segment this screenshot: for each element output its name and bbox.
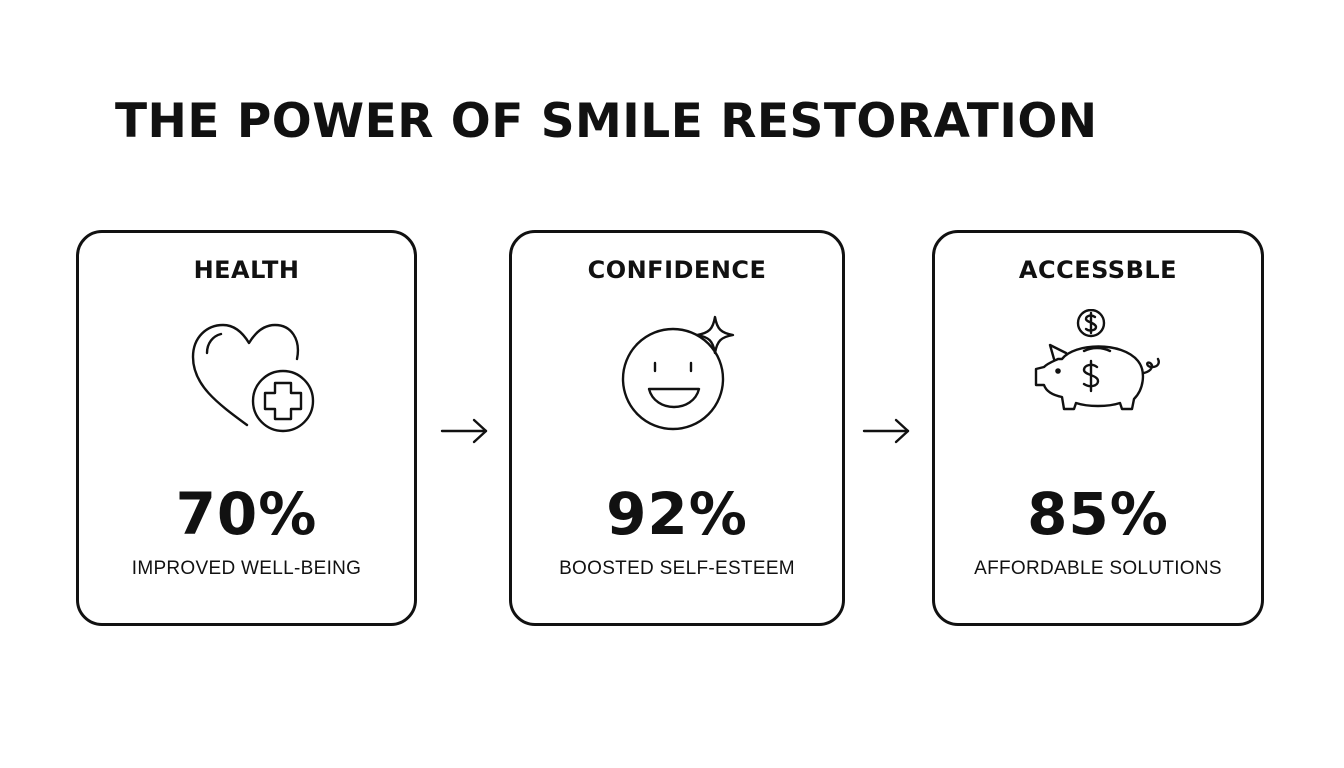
arrow-right-icon — [862, 416, 912, 446]
card-health: HEALTH 70% IMPROVED WELL-BEING — [76, 230, 417, 626]
card-label: HEALTH — [193, 256, 300, 284]
card-stat: 85% — [1027, 480, 1169, 548]
smiley-sparkle-icon — [607, 309, 747, 439]
card-confidence: CONFIDENCE 92% BOOSTED SELF-ESTEEM — [509, 230, 845, 626]
card-caption: AFFORDABLE SOLUTIONS — [974, 558, 1222, 579]
card-stat: 70% — [175, 480, 318, 548]
card-accessible: ACCESSBLE 85% AFFORDABLE SOLUTIONS — [932, 230, 1264, 626]
page-title: THE POWER OF SMILE RESTORATION — [115, 94, 1098, 149]
card-stat: 92% — [606, 480, 748, 548]
card-label: CONFIDENCE — [587, 256, 767, 284]
card-caption: IMPROVED WELL-BEING — [131, 558, 362, 579]
card-caption: BOOSTED SELF-ESTEEM — [559, 558, 795, 579]
heart-plus-icon — [177, 309, 317, 439]
arrow-right-icon — [440, 416, 490, 446]
card-label: ACCESSBLE — [1018, 256, 1178, 284]
piggy-bank-dollar-icon — [1028, 309, 1168, 439]
